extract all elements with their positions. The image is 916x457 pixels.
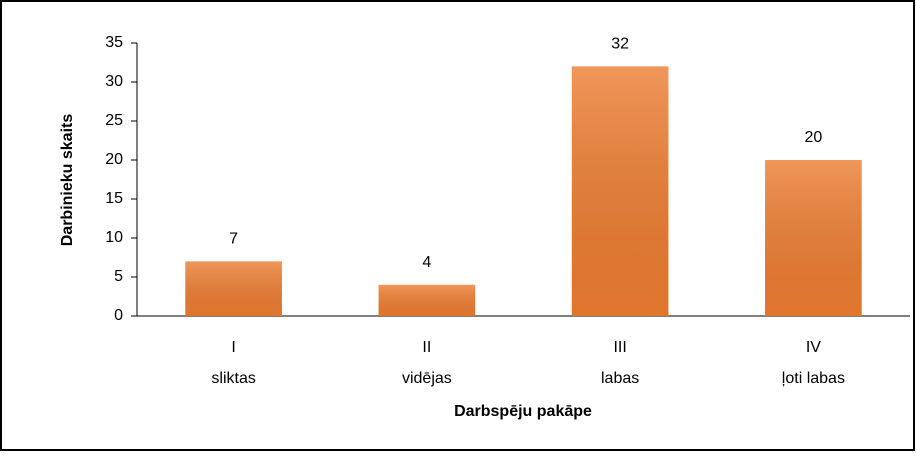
- y-tick-label: 30: [105, 73, 123, 90]
- bar-shade: [378, 284, 476, 316]
- bar-shade: [765, 160, 862, 316]
- y-tick-label: 20: [105, 151, 123, 168]
- x-tick-label: IV ļoti labas: [782, 339, 845, 387]
- x-tick-label: II vidējas: [402, 339, 452, 387]
- y-axis-title: Darbinieku skaits: [59, 114, 76, 247]
- bar-shade: [185, 261, 282, 316]
- y-tick-label: 15: [105, 190, 123, 207]
- y-tick-label: 10: [105, 229, 123, 246]
- data-label: 7: [229, 231, 238, 248]
- bar-shade: [571, 66, 669, 317]
- data-label: 32: [611, 36, 629, 53]
- y-tick-label: 25: [105, 112, 123, 129]
- data-label: 4: [422, 254, 431, 271]
- x-axis-title: Darbspēju pakāpe: [454, 403, 592, 420]
- y-tick-label: 35: [105, 34, 123, 51]
- data-label: 20: [804, 129, 822, 146]
- y-tick-label: 5: [114, 268, 123, 285]
- y-tick-label: 0: [114, 307, 123, 324]
- x-tick-label: III labas: [601, 339, 639, 387]
